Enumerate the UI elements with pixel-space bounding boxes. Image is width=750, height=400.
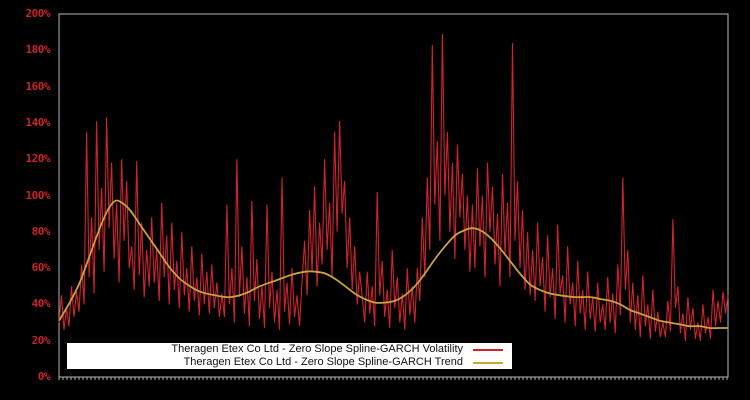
y-axis: 0% 20% 40% 60% 80% 100% 120% 140% 160% 180% 200% <box>0 0 52 400</box>
legend-line-sample-trend <box>473 361 503 364</box>
legend: Theragen Etex Co Ltd - Zero Slope Spline… <box>67 343 512 369</box>
legend-label-volatility: Theragen Etex Co Ltd - Zero Slope Spline… <box>171 343 463 355</box>
plot-border <box>58 13 729 378</box>
legend-item-volatility: Theragen Etex Co Ltd - Zero Slope Spline… <box>67 343 512 356</box>
y-axis-label: 100% <box>25 188 51 202</box>
legend-label-trend: Theragen Etex Co Ltd - Zero Slope Spline… <box>183 356 463 368</box>
x-axis-ticks <box>58 377 728 380</box>
volatility-line <box>58 33 729 341</box>
y-axis-label: 120% <box>25 152 51 166</box>
legend-line-sample-volatility <box>473 348 503 351</box>
y-axis-label: 200% <box>25 7 51 20</box>
y-axis-label: 20% <box>31 333 51 347</box>
y-axis-label: 160% <box>25 79 51 93</box>
y-axis-label: 80% <box>31 224 51 238</box>
legend-item-trend: Theragen Etex Co Ltd - Zero Slope Spline… <box>67 356 512 369</box>
trend-line <box>58 199 728 330</box>
y-axis-label: 0% <box>37 370 51 383</box>
y-axis-label: 60% <box>31 261 51 275</box>
y-axis-label: 40% <box>31 297 51 311</box>
y-axis-label: 140% <box>25 115 51 129</box>
y-axis-label: 180% <box>25 43 51 57</box>
